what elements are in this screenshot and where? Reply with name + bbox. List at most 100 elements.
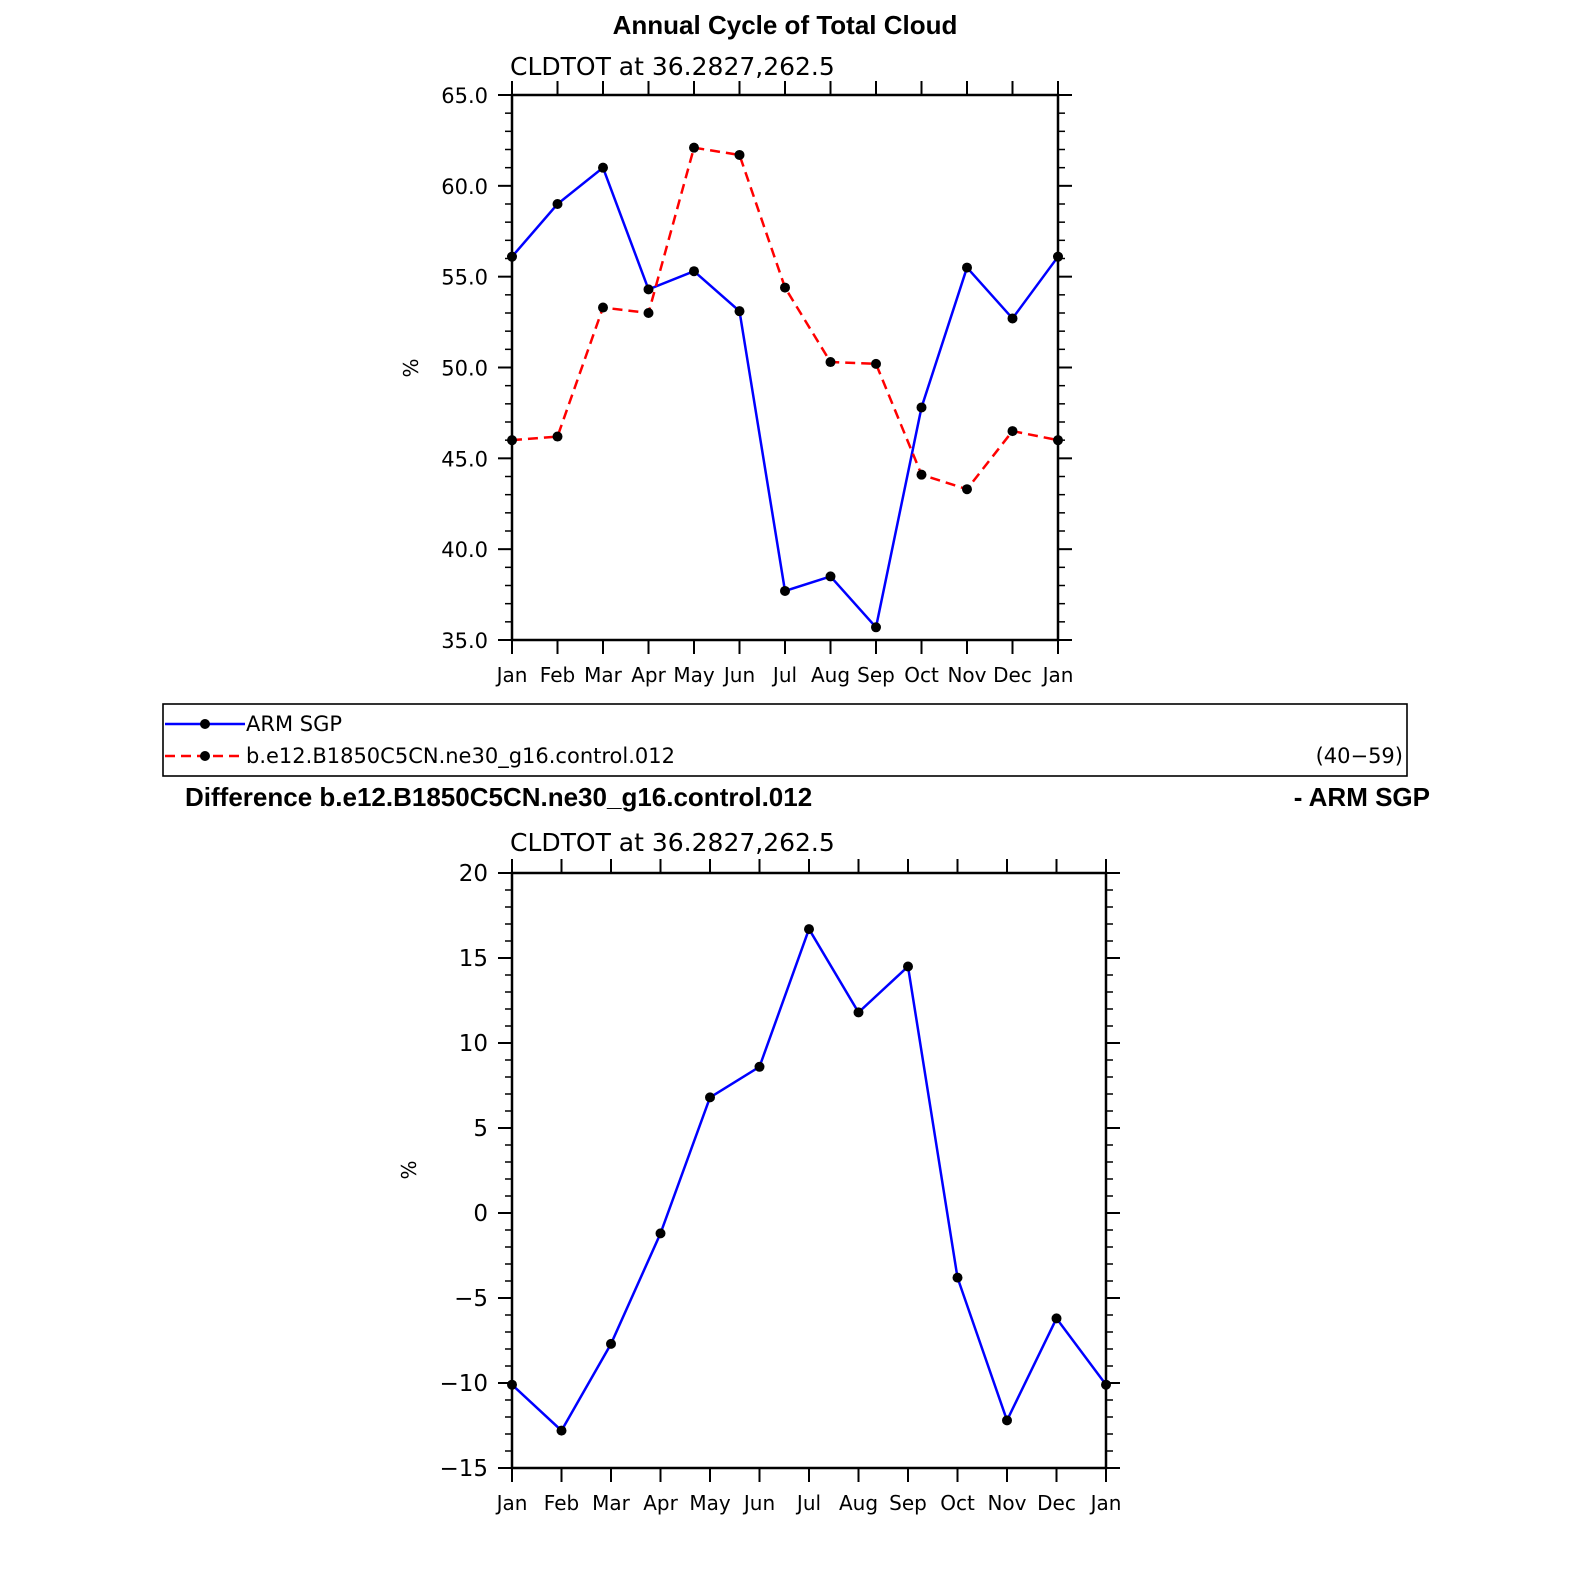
difference-chart-series-1-point <box>606 1338 616 1349</box>
top-chart-subtitle: CLDTOT at 36.2827,262.5 <box>510 52 835 81</box>
difference-chart-series-1-point <box>754 1061 765 1072</box>
legend-label-arm-sgp: ARM SGP <box>246 712 342 736</box>
top-chart-ytick-label: 65.0 <box>441 84 488 108</box>
difference-chart-xtick-label: Nov <box>987 1491 1026 1515</box>
top-chart-xtick-label: Oct <box>904 663 939 687</box>
difference-chart-ytick-label: 5 <box>473 1116 488 1142</box>
top-chart-series-2-point <box>552 431 563 442</box>
top-chart-series-2-point <box>871 358 881 369</box>
top-chart-series-1-point <box>689 266 699 277</box>
figure-title: Annual Cycle of Total Cloud <box>613 10 958 40</box>
top-chart-series-1-point <box>962 262 972 273</box>
difference-chart-xtick-label: Mar <box>592 1491 631 1515</box>
difference-chart-series-1-point <box>1002 1415 1012 1426</box>
difference-chart-subtitle: CLDTOT at 36.2827,262.5 <box>510 828 835 857</box>
top-chart-series-2-point <box>689 142 699 153</box>
top-chart-ytick-label: 55.0 <box>441 266 488 290</box>
difference-chart-ytick-label: 20 <box>459 861 488 887</box>
difference-chart-series-1-point <box>804 924 814 935</box>
top-chart-series-2-point <box>1053 435 1063 446</box>
difference-chart-series-1-point <box>655 1228 666 1239</box>
difference-chart-series-1-point <box>1101 1379 1111 1390</box>
top-chart-ytick-label: 35.0 <box>441 629 488 653</box>
difference-chart-ytick-label: −5 <box>454 1286 488 1312</box>
difference-chart-ytick-label: −15 <box>439 1456 488 1482</box>
top-chart: CLDTOT at 36.2827,262.5 % 35.0 40.0 45.0 50… <box>399 52 1073 687</box>
top-chart-xtick-label: Nov <box>947 663 986 687</box>
top-chart-series-line-1 <box>511 165 1060 630</box>
difference-chart-xtick-label: Apr <box>643 1491 678 1515</box>
difference-chart-series-1-point <box>903 961 913 972</box>
difference-chart-xtick-label: Dec <box>1037 1491 1076 1515</box>
top-chart-ytick-label: 60.0 <box>441 175 488 199</box>
top-chart-series-1-point <box>825 571 836 582</box>
top-chart-series-1-point <box>916 402 927 413</box>
top-chart-series-1-point <box>780 585 790 596</box>
difference-chart-series-1-point <box>952 1272 963 1283</box>
legend: ARM SGP b.e12.B1850C5CN.ne30_g16.control… <box>162 703 1408 777</box>
legend-box <box>162 703 1408 777</box>
difference-chart-xtick-label: Feb <box>544 1491 579 1515</box>
top-chart-series-2-point <box>598 302 608 313</box>
top-chart-xtick-label: Feb <box>540 663 575 687</box>
top-chart-ytick-label: 45.0 <box>441 447 488 471</box>
top-chart-series-2-point <box>780 282 790 293</box>
legend-note: (40−59) <box>1316 744 1403 768</box>
difference-chart-series-line-1 <box>511 926 1108 1433</box>
top-chart-xtick-label: Jan <box>1041 663 1074 687</box>
difference-chart-series-1-point <box>1051 1313 1062 1324</box>
top-chart-plot-frame <box>510 93 1060 642</box>
difference-chart-xtick-label: Aug <box>839 1491 878 1515</box>
top-chart-series-2-point <box>643 308 654 318</box>
top-chart-series-1-point <box>1053 251 1063 262</box>
legend-label-model: b.e12.B1850C5CN.ne30_g16.control.012 <box>246 744 675 769</box>
top-chart-series-1-point <box>598 162 608 173</box>
top-chart-series-2-point <box>1007 426 1018 437</box>
top-chart-xtick-label: Jan <box>495 663 528 687</box>
difference-chart: CLDTOT at 36.2827,262.5 % −15 −10 −5 0 5 10 15… <box>397 828 1121 1515</box>
top-chart-series-2-point <box>507 435 517 446</box>
difference-chart-xtick-label: Jun <box>742 1491 775 1515</box>
difference-chart-ytick-label: 15 <box>459 946 488 972</box>
top-chart-xtick-label: Jul <box>771 663 797 687</box>
top-chart-xtick-label: Aug <box>811 663 850 687</box>
difference-chart-series-1-point <box>556 1425 567 1436</box>
top-chart-xtick-label: Jun <box>722 663 755 687</box>
difference-chart-xtick-label: May <box>689 1491 731 1515</box>
top-chart-ytick-label: 50.0 <box>441 357 488 381</box>
top-chart-xtick-label: Mar <box>584 663 623 687</box>
difference-chart-ytick-label: −10 <box>439 1371 488 1397</box>
difference-title-left: Difference b.e12.B1850C5CN.ne30_g16.cont… <box>185 782 812 812</box>
legend-marker-model <box>200 751 210 761</box>
difference-title-right: - ARM SGP <box>1294 782 1430 812</box>
difference-chart-xtick-label: Jan <box>1089 1491 1122 1515</box>
difference-chart-plot-frame <box>510 871 1108 1470</box>
top-chart-series-2-point <box>825 357 836 368</box>
legend-marker-arm-sgp <box>200 719 210 729</box>
difference-chart-series-1-point <box>705 1092 715 1103</box>
top-chart-series-1-point <box>871 622 881 633</box>
top-chart-xtick-label: Sep <box>857 663 895 687</box>
difference-chart-ytick-label: 0 <box>473 1201 488 1227</box>
difference-chart-series-1-point <box>853 1007 864 1018</box>
difference-chart-xtick-label: Sep <box>889 1491 927 1515</box>
difference-chart-xtick-label: Jul <box>795 1491 821 1515</box>
top-chart-series-1-point <box>552 199 563 209</box>
top-chart-series-2-point <box>734 149 745 160</box>
difference-chart-ytick-label: 10 <box>459 1031 488 1057</box>
top-chart-series-1-point <box>1007 313 1018 324</box>
difference-chart-xtick-label: Oct <box>940 1491 975 1515</box>
top-chart-xtick-label: Apr <box>631 663 666 687</box>
difference-chart-ylabel: % <box>397 1160 421 1179</box>
top-chart-ylabel: % <box>399 358 423 377</box>
top-chart-series-1-point <box>507 251 517 262</box>
top-chart-series-2-point <box>962 484 972 495</box>
top-chart-series-line-2 <box>511 146 1059 491</box>
top-chart-series-1-point <box>734 306 745 317</box>
top-chart-xtick-label: Dec <box>993 663 1032 687</box>
top-chart-xtick-label: May <box>673 663 715 687</box>
top-chart-series-2-point <box>916 469 927 480</box>
top-chart-series-1-point <box>643 284 654 295</box>
difference-chart-series-1-point <box>507 1379 517 1390</box>
